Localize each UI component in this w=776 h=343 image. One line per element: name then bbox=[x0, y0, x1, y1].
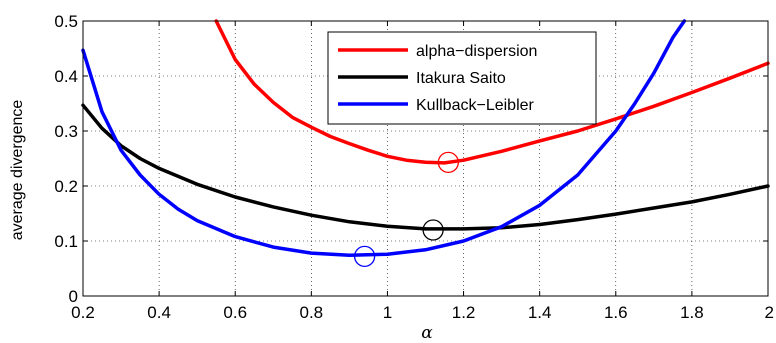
legend-label: Itakura Saito bbox=[416, 70, 506, 87]
x-tick-label: 0.6 bbox=[223, 303, 247, 322]
y-tick-label: 0.3 bbox=[54, 122, 78, 141]
series-curves bbox=[81, 19, 770, 258]
x-tick-label: 1.8 bbox=[680, 303, 704, 322]
x-tick-label: 1.2 bbox=[452, 303, 476, 322]
minimum-marker bbox=[422, 219, 444, 241]
y-axis-label: average divergence bbox=[9, 100, 26, 241]
y-tick-label: 0.4 bbox=[54, 67, 78, 86]
x-axis-label: α bbox=[421, 323, 433, 343]
grid-lines bbox=[82, 20, 769, 297]
y-tick-labels: 0 0.1 0.2 0.3 0.4 0.5 bbox=[54, 12, 78, 306]
minimum-marker bbox=[353, 245, 376, 268]
x-tick-label: 1.4 bbox=[528, 303, 552, 322]
x-tick-label: 0.4 bbox=[147, 303, 171, 322]
minimum-markers bbox=[353, 151, 459, 268]
legend-label: alpha−dispersion bbox=[416, 43, 537, 60]
x-tick-labels: 0.2 0.4 0.6 0.8 1 1.2 1.4 1.6 1.8 2 bbox=[71, 303, 774, 322]
series-line bbox=[81, 103, 770, 231]
x-tick-label: 0.8 bbox=[300, 303, 324, 322]
x-tick-label: 1.6 bbox=[604, 303, 628, 322]
plot-frame bbox=[82, 20, 769, 297]
y-tick-label: 0.2 bbox=[54, 177, 78, 196]
y-tick-label: 0.5 bbox=[54, 12, 78, 31]
y-tick-label: 0 bbox=[69, 287, 78, 306]
x-tick-label: 0.2 bbox=[71, 303, 95, 322]
x-tick-label: 2 bbox=[765, 303, 774, 322]
y-tick-label: 0.1 bbox=[54, 232, 78, 251]
x-tick-label: 1 bbox=[383, 303, 392, 322]
series-line bbox=[81, 19, 687, 258]
series-line bbox=[214, 19, 770, 165]
legend-label: Kullback−Leibler bbox=[416, 97, 535, 114]
minimum-marker bbox=[437, 151, 459, 174]
legend: alpha−dispersion Itakura Saito Kullback−Le… bbox=[327, 31, 597, 125]
